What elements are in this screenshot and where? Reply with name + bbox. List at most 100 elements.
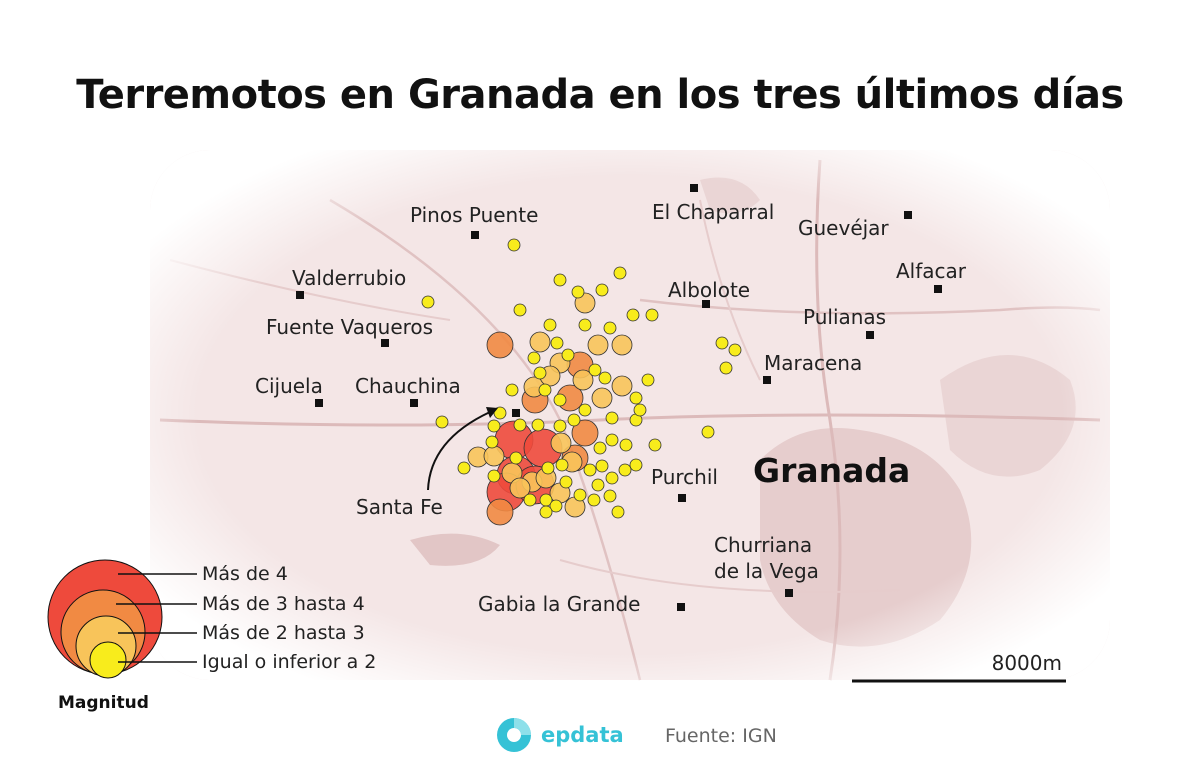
marker-valderrubio [296,291,304,299]
marker-churriana [785,589,793,597]
earthquake-marker [573,488,587,502]
earthquake-marker [605,433,619,447]
earthquake-marker [605,471,619,485]
earthquake-marker [591,478,605,492]
label-alfacar: Alfacar [896,259,967,283]
label-granada: Granada [753,451,910,490]
marker-pulianas [866,331,874,339]
earthquake-marker [645,308,659,322]
earthquake-marker [550,432,572,454]
source-text: Fuente: IGN [665,725,777,747]
label-chauchina: Chauchina [355,374,461,398]
earthquake-marker [611,334,633,356]
earthquake-marker [543,318,557,332]
earthquake-marker [715,336,729,350]
earthquake-marker [561,348,575,362]
marker-albolote [702,300,710,308]
earthquake-marker [701,425,715,439]
earthquake-marker [613,266,627,280]
earthquake-marker [603,489,617,503]
santa-fe-arrow [427,411,491,491]
earthquake-marker [559,475,573,489]
earthquake-marker [483,445,505,467]
earthquake-marker [421,295,435,309]
scale-label: 8000m [992,651,1062,675]
earthquake-marker [541,461,555,475]
earthquake-marker [486,498,514,526]
earthquake-marker [567,413,581,427]
epdata-logo-icon [497,718,531,752]
earthquake-marker [629,391,643,405]
footer: epdata Fuente: IGN [497,718,777,752]
earthquake-marker [728,343,742,357]
earthquake-marker [509,477,531,499]
earthquake-marker [555,458,569,472]
marker-gabia-la-grande [677,603,685,611]
label-churriana: Churriana [714,533,812,557]
earthquake-marker [513,418,527,432]
map-base [150,150,1110,681]
earthquake-marker [603,321,617,335]
earthquake-marker [619,438,633,452]
earthquake-marker [553,273,567,287]
earthquake-marker [549,499,563,513]
label-valderrubio: Valderrubio [292,266,406,290]
marker-purchil [678,494,686,502]
marker-el-chaparral [690,184,698,192]
earthquake-marker [629,458,643,472]
earthquake-marker [591,387,613,409]
label-pinos-puente: Pinos Puente [410,203,538,227]
earthquake-marker [538,383,552,397]
legend-circle-inferior-2 [89,641,127,679]
earthquake-marker [509,451,523,465]
marker-maracena [763,376,771,384]
label-cijuela: Cijuela [255,374,323,398]
legend-label-mas-de-3: Más de 3 hasta 4 [202,593,365,615]
marker-guevejar [904,211,912,219]
earthquake-marker [513,303,527,317]
label-purchil: Purchil [651,465,718,489]
marker-chauchina [410,399,418,407]
label-santa-fe: Santa Fe [356,495,443,519]
label-guevejar: Guevéjar [798,216,889,240]
earthquake-marker [531,418,545,432]
santa-fe-arrowhead [486,407,498,418]
earthquake-marker [572,369,594,391]
earthquake-marker [626,308,640,322]
earthquake-marker [593,441,607,455]
earthquake-marker [583,463,597,477]
earthquake-marker [487,469,501,483]
label-de-la-vega: de la Vega [714,559,819,583]
earthquake-marker [571,419,599,447]
earthquake-marker [618,463,632,477]
marker-alfacar [934,285,942,293]
earthquake-marker [587,334,609,356]
brand-name: epdata [541,723,624,747]
earthquake-marker [487,419,501,433]
earthquake-marker [553,393,567,407]
earthquake-marker [605,411,619,425]
earthquake-marker [507,238,521,252]
earthquake-marker [571,285,585,299]
legend-title: Magnitud [58,693,149,713]
earthquake-marker [595,459,609,473]
place-markers: Pinos Puente El Chaparral Guevéjar Alfac… [255,184,967,616]
label-gabia-la-grande: Gabia la Grande [478,592,640,616]
earthquake-marker [578,403,592,417]
earthquake-marker [529,331,551,353]
earthquake-markers [421,238,742,526]
label-pulianas: Pulianas [803,305,886,329]
earthquake-marker [485,435,499,449]
earthquake-marker [598,371,612,385]
label-albolote: Albolote [668,278,750,302]
marker-cijuela [315,399,323,407]
legend-label-mas-de-2: Más de 2 hasta 3 [202,622,365,644]
earthquake-marker [457,461,471,475]
earthquake-marker [505,383,519,397]
earthquake-marker [533,366,547,380]
label-fuente-vaqueros: Fuente Vaqueros [266,315,433,339]
earthquake-marker [435,415,449,429]
earthquake-marker [611,505,625,519]
earthquake-marker [486,331,514,359]
